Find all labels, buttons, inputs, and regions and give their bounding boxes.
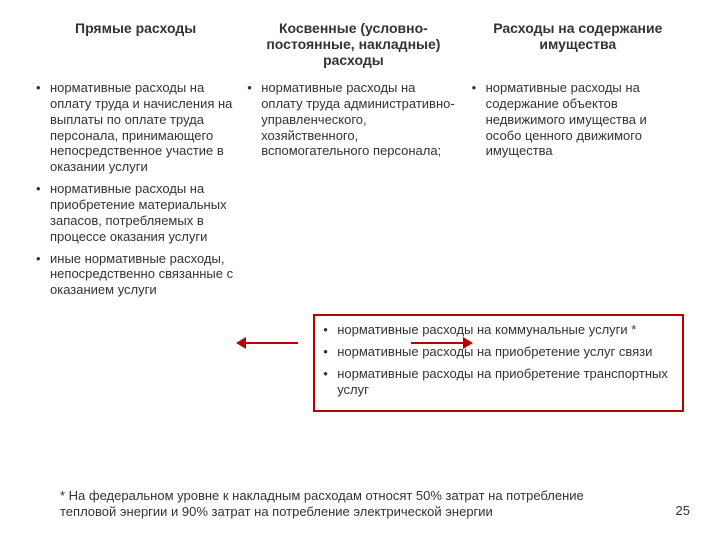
header-col2: Косвенные (условно-постоянные, накладные…	[241, 12, 465, 76]
list-item: нормативные расходы на приобретение тран…	[323, 366, 674, 398]
list-boxed: нормативные расходы на коммунальные услу…	[323, 322, 674, 397]
cell-col2: нормативные расходы на оплату труда адми…	[241, 76, 465, 308]
list-item: нормативные расходы на приобретение услу…	[323, 344, 674, 360]
header-col1: Прямые расходы	[30, 12, 241, 76]
list-col2: нормативные расходы на оплату труда адми…	[247, 80, 459, 159]
list-item: иные нормативные расходы, непосредственн…	[36, 251, 235, 299]
list-col3: нормативные расходы на содержание объект…	[472, 80, 684, 159]
list-item: нормативные расходы на приобретение мате…	[36, 181, 235, 244]
table-body-row: нормативные расходы на оплату труда и на…	[30, 76, 690, 308]
page-container: Прямые расходы Косвенные (условно-постоя…	[0, 0, 720, 416]
cell-col1: нормативные расходы на оплату труда и на…	[30, 76, 241, 308]
table-boxed-row: нормативные расходы на коммунальные услу…	[30, 308, 690, 415]
boxed-group: нормативные расходы на коммунальные услу…	[313, 314, 684, 411]
cell-col3: нормативные расходы на содержание объект…	[466, 76, 690, 308]
arrow-left-icon	[236, 336, 298, 350]
list-col1: нормативные расходы на оплату труда и на…	[36, 80, 235, 298]
expense-table: Прямые расходы Косвенные (условно-постоя…	[30, 12, 690, 416]
cell-boxed: нормативные расходы на коммунальные услу…	[241, 308, 690, 415]
list-item: нормативные расходы на оплату труда адми…	[247, 80, 459, 159]
list-item: нормативные расходы на содержание объект…	[472, 80, 684, 159]
table-header-row: Прямые расходы Косвенные (условно-постоя…	[30, 12, 690, 76]
footnote-text: * На федеральном уровне к накладным расх…	[60, 488, 640, 521]
cell-empty	[30, 308, 241, 415]
page-number: 25	[676, 503, 690, 518]
list-item: нормативные расходы на коммунальные услу…	[323, 322, 674, 338]
arrow-right-icon	[411, 336, 473, 350]
list-item: нормативные расходы на оплату труда и на…	[36, 80, 235, 175]
header-col3: Расходы на содержание имущества	[466, 12, 690, 76]
